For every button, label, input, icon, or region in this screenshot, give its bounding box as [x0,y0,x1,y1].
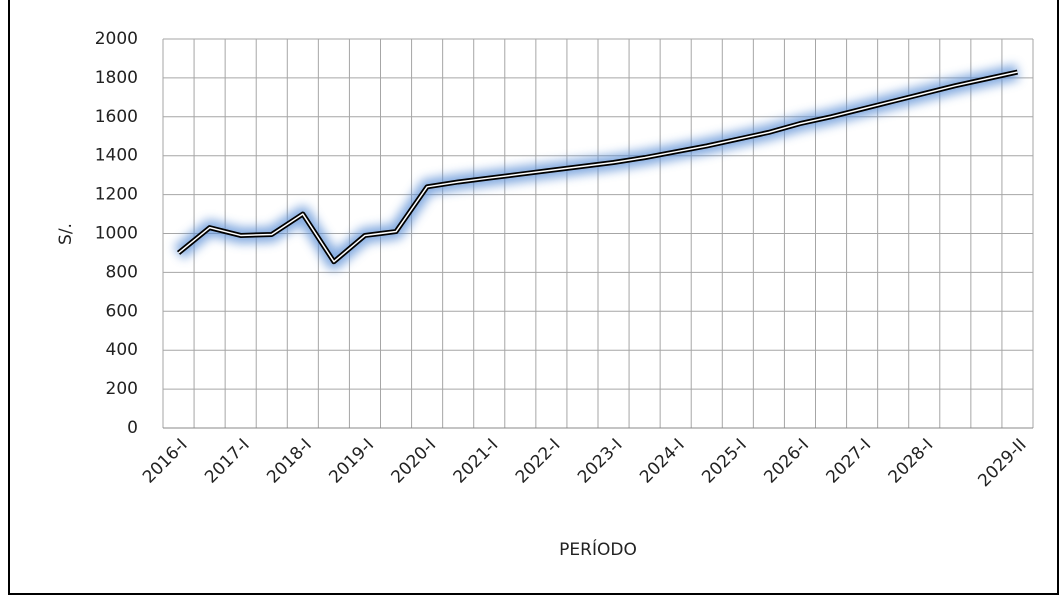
line-inner [178,71,1018,263]
y-tick-label: 200 [106,379,138,399]
y-tick-label: 400 [106,340,138,360]
y-tick-label: 1000 [95,224,138,244]
y-tick-label: 1600 [95,107,138,127]
y-tick-label: 600 [106,301,138,321]
plot-area: 2016-I 2017-I 2018-I 2019-I 2020-I 2021-I 2022… [95,29,1034,491]
x-tick-label: 2016-I [139,435,192,488]
x-tick-label: 2021-I [450,435,503,488]
x-tick-label: 2019-I [325,435,378,488]
x-tick-label: 2026-I [760,435,813,488]
x-tick-label: 2025-I [698,435,751,488]
y-tick-label: 2000 [95,29,138,49]
y-tick-label: 800 [106,262,138,282]
x-tick-label: 2023-I [574,435,627,488]
x-tick-label: 2022-I [512,435,565,488]
frame [8,0,1059,595]
x-tick-label: 2017-I [201,435,254,488]
x-tick-label: 2024-I [636,435,689,488]
x-tick-label: 2027-I [823,435,876,488]
x-tick-label: 2020-I [388,435,441,488]
x-tick-label: 2018-I [263,435,316,488]
y-tick-label: 0 [127,418,138,438]
x-tick-label: 2028-I [885,435,938,488]
x-axis-label: PERÍODO [559,538,637,560]
x-tick-label: 2029-II [974,435,1030,491]
y-tick-label: 1400 [95,146,138,166]
y-tick-label: 1800 [95,68,138,88]
y-axis-label: S/. [56,223,76,245]
y-tick-label: 1200 [95,185,138,205]
